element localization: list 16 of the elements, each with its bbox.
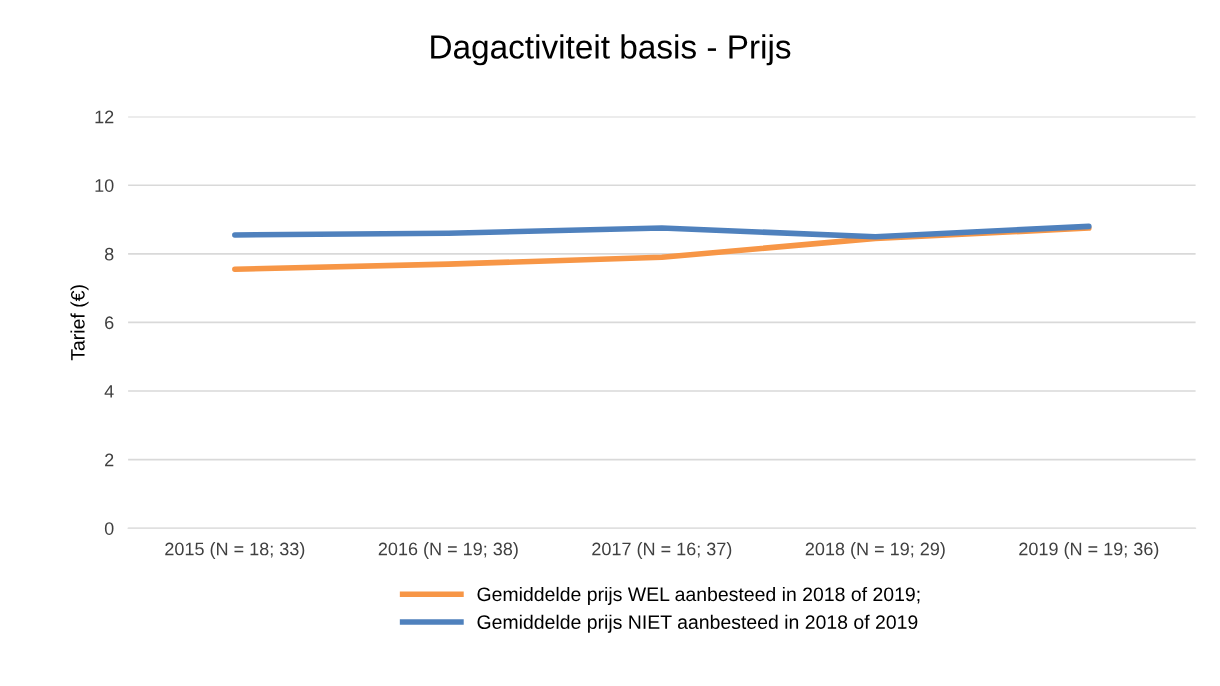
x-tick-label: 2018 (N = 19; 29)	[805, 542, 945, 559]
x-tick-label: 2015 (N = 18; 33)	[165, 542, 305, 559]
legend-label: Gemiddelde prijs WEL aanbesteed in 2018 of 2019;	[477, 586, 920, 606]
x-tick-label: 2019 (N = 19; 36)	[1019, 542, 1159, 559]
y-tick-label: 2	[105, 453, 114, 467]
x-tick-label: 2016 (N = 19; 38)	[378, 542, 518, 559]
y-tick-label: 4	[104, 385, 114, 398]
y-tick-label: 6	[105, 316, 114, 330]
y-tick-label: 8	[104, 247, 114, 261]
y-axis-title: Tarief (€)	[70, 285, 89, 361]
legend-label: Gemiddelde prijs NIET aanbesteed in 2018 of 2019	[477, 614, 918, 633]
y-tick-label: 0	[104, 522, 114, 535]
y-tick-label: 12	[95, 110, 114, 124]
y-tick-label: 10	[95, 179, 114, 192]
chart-title: Dagactiviteit basis - Prijs	[431, 34, 791, 66]
x-tick-label: 2017 (N = 16; 37)	[592, 542, 732, 559]
